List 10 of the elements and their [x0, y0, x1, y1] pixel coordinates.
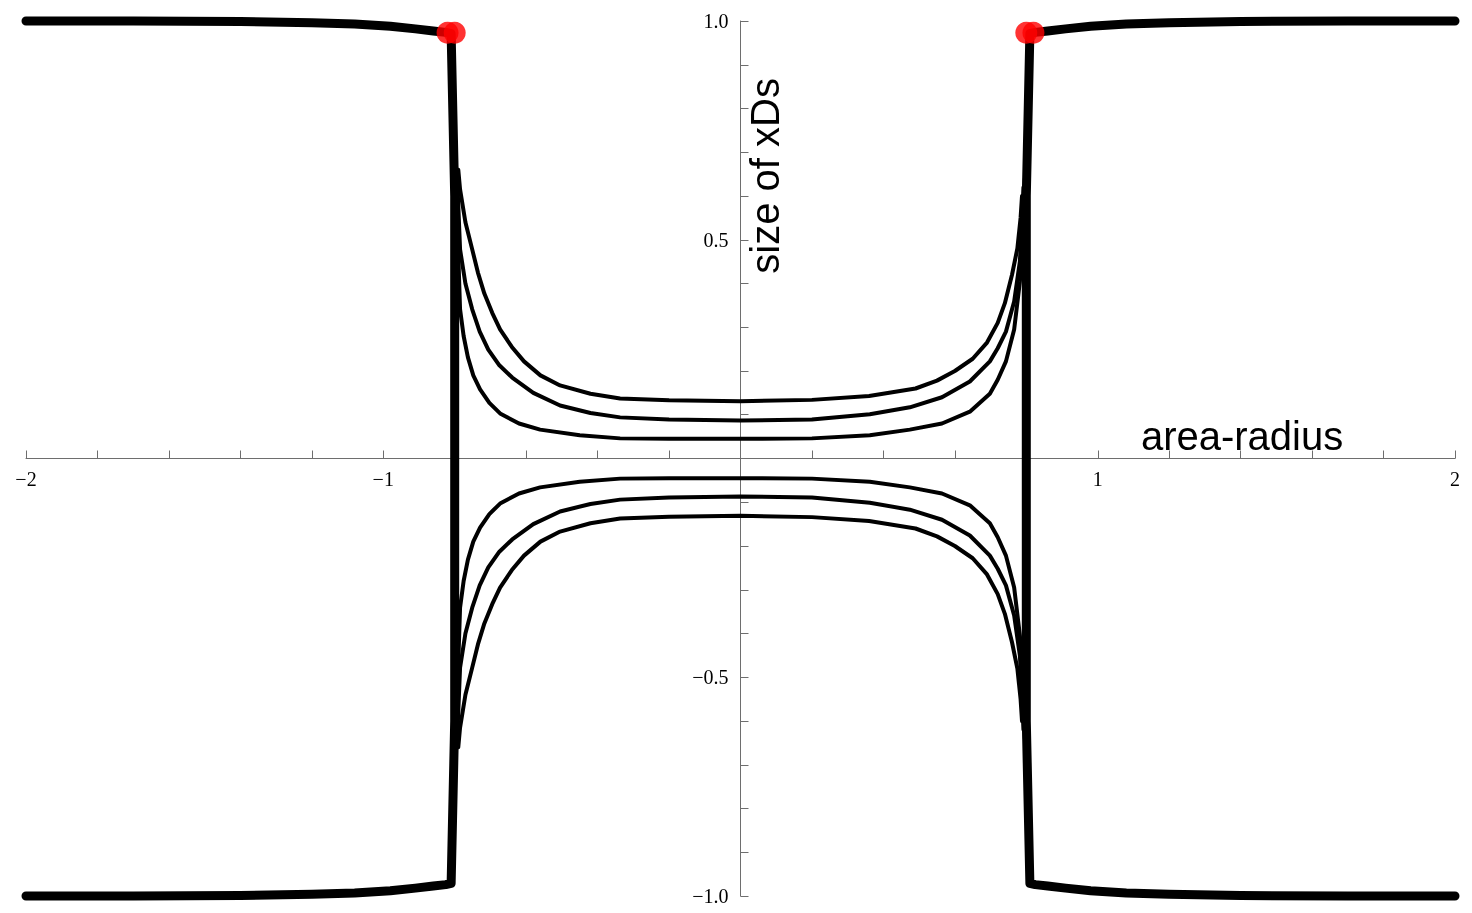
y-tick-label: 0.5 — [703, 228, 729, 251]
y-tick-label: 1.0 — [703, 10, 729, 32]
y-axis-title: size of xDs — [742, 78, 787, 274]
x-tick-label: 1 — [1092, 467, 1103, 490]
y-tick-label: −1.0 — [692, 885, 729, 907]
x-axis-title: area-radius — [1140, 413, 1344, 458]
x-tick-label: 2 — [1450, 467, 1460, 490]
y-tick-label: −0.5 — [692, 666, 729, 689]
x-tick-label: −1 — [372, 467, 394, 490]
x-tick-label: −2 — [15, 467, 37, 490]
